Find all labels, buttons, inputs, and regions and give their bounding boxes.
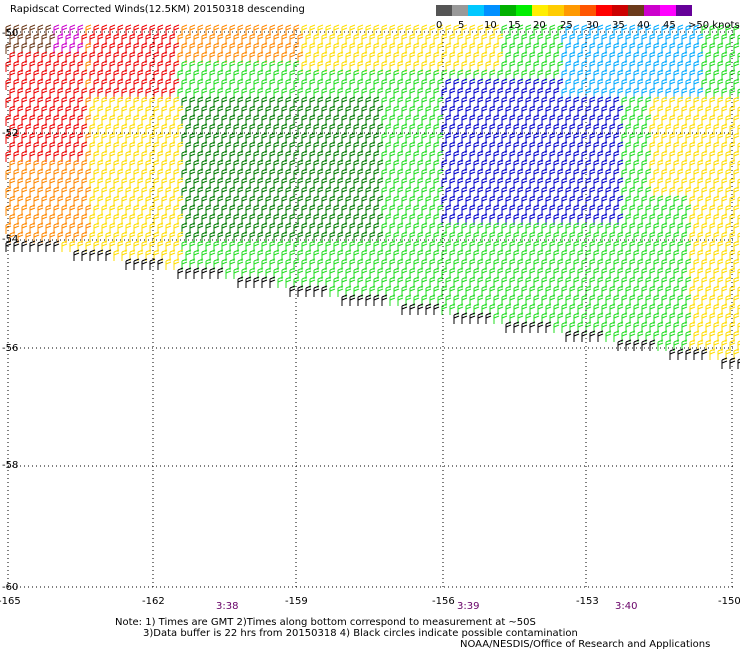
legend-swatch bbox=[644, 5, 660, 16]
legend-label: 30 bbox=[586, 20, 599, 31]
time-label-3: 3:40 bbox=[615, 601, 637, 612]
legend-swatch bbox=[596, 5, 612, 16]
legend-label: 45 bbox=[663, 20, 676, 31]
legend-swatch bbox=[548, 5, 564, 16]
lat-label-54: -54 bbox=[2, 234, 18, 245]
legend-label: 10 bbox=[484, 20, 497, 31]
lon-label-159: -159 bbox=[285, 596, 308, 607]
legend-swatch bbox=[532, 5, 548, 16]
legend-label: >50 knots bbox=[688, 20, 740, 31]
legend-swatch bbox=[516, 5, 532, 16]
lat-lon-grid bbox=[7, 30, 734, 590]
legend-swatch bbox=[436, 5, 452, 16]
lon-label-162: -162 bbox=[142, 596, 165, 607]
legend-swatch bbox=[676, 5, 692, 16]
legend-swatch bbox=[468, 5, 484, 16]
lat-label-50: -50 bbox=[2, 28, 18, 39]
legend-swatch bbox=[580, 5, 596, 16]
wind-barbs-layer bbox=[5, 24, 740, 369]
legend-label: 35 bbox=[612, 20, 625, 31]
lon-label-150: -150 bbox=[718, 596, 740, 607]
credit-line: NOAA/NESDIS/Office of Research and Appli… bbox=[460, 639, 710, 650]
legend-label: 15 bbox=[508, 20, 521, 31]
legend-swatch bbox=[660, 5, 676, 16]
legend-swatch bbox=[612, 5, 628, 16]
legend-label: 25 bbox=[560, 20, 573, 31]
lat-label-52: -52 bbox=[2, 128, 18, 139]
legend-swatch bbox=[564, 5, 580, 16]
note-line-2: 3)Data buffer is 22 hrs from 20150318 4)… bbox=[143, 628, 578, 639]
legend-swatch bbox=[628, 5, 644, 16]
legend-swatch bbox=[484, 5, 500, 16]
note-line-1: Note: 1) Times are GMT 2)Times along bot… bbox=[115, 617, 536, 628]
legend-label: 40 bbox=[637, 20, 650, 31]
lon-label-153: -153 bbox=[576, 596, 599, 607]
time-label-1: 3:38 bbox=[216, 601, 238, 612]
time-label-2: 3:39 bbox=[457, 601, 479, 612]
lat-label-58: -58 bbox=[2, 460, 18, 471]
legend-swatch bbox=[500, 5, 516, 16]
legend-label: 5 bbox=[458, 20, 464, 31]
legend-label: 0 bbox=[436, 20, 442, 31]
lon-label-156: -156 bbox=[432, 596, 455, 607]
legend-swatch bbox=[452, 5, 468, 16]
lat-label-56: -56 bbox=[2, 343, 18, 354]
lon-label-165: -165 bbox=[0, 596, 21, 607]
lat-label-60: -60 bbox=[2, 582, 18, 593]
map-title: Rapidscat Corrected Winds(12.5KM) 201503… bbox=[10, 4, 305, 15]
color-legend: 0 5 10 15 20 25 30 35 40 45 >50 knots bbox=[436, 5, 740, 31]
wind-barb bbox=[5, 24, 12, 36]
legend-label: 20 bbox=[533, 20, 546, 31]
